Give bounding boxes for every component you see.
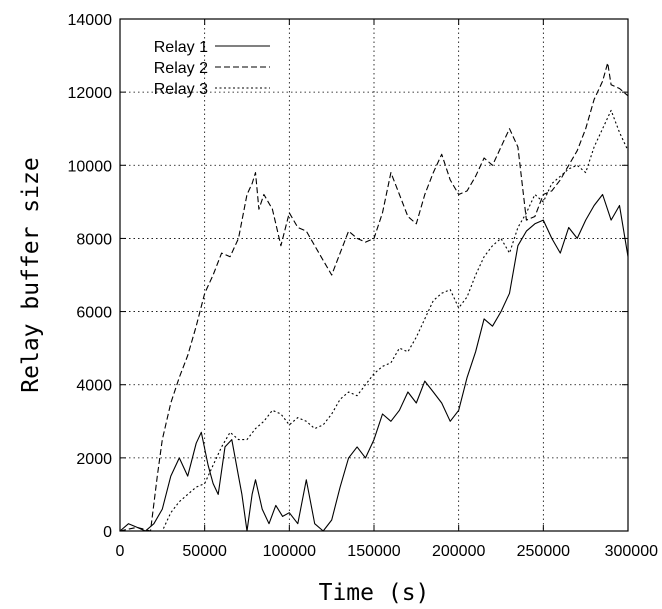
x-tick-label: 150000 — [347, 543, 400, 560]
y-tick-label: 6000 — [76, 305, 112, 322]
x-tick-label: 250000 — [517, 543, 570, 560]
legend-label-3: Relay 3 — [154, 81, 208, 98]
y-tick-label: 2000 — [76, 451, 112, 468]
x-tick-label: 300000 — [605, 543, 658, 560]
x-tick-label: 0 — [116, 543, 125, 560]
y-tick-label: 4000 — [76, 378, 112, 395]
x-tick-label: 100000 — [263, 543, 316, 560]
legend-label-1: Relay 1 — [154, 39, 208, 56]
legend-label-2: Relay 2 — [154, 60, 208, 77]
y-tick-label: 0 — [103, 524, 112, 541]
series-line-1 — [119, 193, 629, 532]
y-tick-label: 14000 — [68, 12, 113, 29]
legend: Relay 1 Relay 2 Relay 3 — [154, 39, 270, 98]
x-axis-title: Time (s) — [319, 580, 430, 606]
y-axis-title: Relay buffer size — [18, 157, 44, 392]
grid-lines — [120, 19, 628, 531]
y-tick-label: 8000 — [76, 231, 112, 248]
axis-ticks: 0 50000 100000 150000 200000 250000 300000 0 200… — [68, 12, 659, 560]
series-lines — [119, 62, 629, 532]
y-tick-label: 10000 — [68, 158, 113, 175]
x-tick-label: 50000 — [182, 543, 227, 560]
series-line-2 — [119, 62, 629, 532]
y-tick-label: 12000 — [68, 85, 113, 102]
x-tick-label: 200000 — [432, 543, 485, 560]
